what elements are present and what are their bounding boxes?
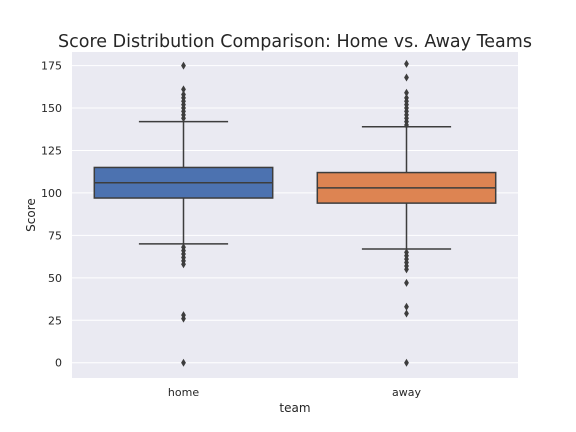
outlier-point [404,358,409,367]
y-tick-labels: 0 25 50 75 100 125 150 175 [41,60,62,370]
y-tick-label: 100 [41,187,62,200]
y-tick-label: 75 [48,229,62,242]
x-tick-label: away [392,386,421,399]
outlier-point [404,302,409,311]
y-tick-label: 25 [48,314,62,327]
plot-area [72,52,518,378]
outlier-point [404,121,409,130]
chart-title: Score Distribution Comparison: Home vs. … [58,32,532,52]
outlier-point [404,265,409,274]
y-axis-label: Score [24,198,38,232]
outlier-point [181,260,186,269]
x-axis-label: team [279,401,310,415]
box-away [316,59,497,367]
outlier-point [404,278,409,287]
y-tick-label: 125 [41,144,62,157]
outlier-point [181,358,186,367]
outlier-point [404,73,409,82]
outlier-point [181,314,186,323]
outlier-point [181,85,186,94]
outlier-point [181,61,186,70]
outlier-point [404,309,409,318]
x-tick-labels: home away [168,386,422,399]
x-tick-label: home [168,386,199,399]
y-tick-label: 175 [41,60,62,73]
y-tick-label: 0 [55,357,62,370]
y-tick-label: 50 [48,272,62,285]
outlier-point [404,88,409,97]
outlier-point [404,59,409,68]
box-home [93,61,274,367]
boxes [93,59,497,367]
y-tick-label: 150 [41,102,62,115]
outlier-point [181,114,186,123]
